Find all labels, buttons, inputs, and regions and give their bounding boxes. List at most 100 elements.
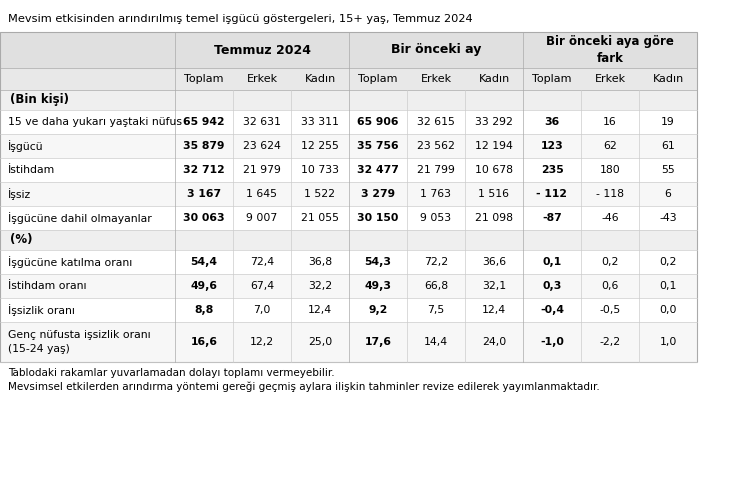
Text: 12,2: 12,2 <box>250 337 274 347</box>
Text: 14,4: 14,4 <box>424 337 448 347</box>
Bar <box>0 322 697 362</box>
Text: 23 624: 23 624 <box>243 141 281 151</box>
Text: 0,6: 0,6 <box>602 281 619 291</box>
Text: 32 631: 32 631 <box>243 117 281 127</box>
Text: Temmuz 2024: Temmuz 2024 <box>214 43 310 56</box>
Text: 6: 6 <box>664 189 671 199</box>
Text: 21 098: 21 098 <box>475 213 513 223</box>
Text: 12 194: 12 194 <box>475 141 513 151</box>
Text: 49,3: 49,3 <box>364 281 392 291</box>
Text: 30 063: 30 063 <box>183 213 225 223</box>
Text: 65 906: 65 906 <box>357 117 399 127</box>
Text: (Bin kişi): (Bin kişi) <box>10 94 69 107</box>
Bar <box>0 32 697 68</box>
Bar <box>0 206 697 230</box>
Text: İstihdam: İstihdam <box>8 165 56 175</box>
Text: 9,2: 9,2 <box>368 305 388 315</box>
Text: 23 562: 23 562 <box>417 141 455 151</box>
Text: 1 522: 1 522 <box>304 189 335 199</box>
Text: 0,2: 0,2 <box>602 257 619 267</box>
Text: 30 150: 30 150 <box>357 213 399 223</box>
Text: 180: 180 <box>600 165 620 175</box>
Text: 16: 16 <box>603 117 616 127</box>
Text: İşsiz: İşsiz <box>8 188 32 200</box>
Text: 25,0: 25,0 <box>308 337 332 347</box>
Text: 49,6: 49,6 <box>190 281 217 291</box>
Text: 0,1: 0,1 <box>542 257 562 267</box>
Text: - 112: - 112 <box>536 189 568 199</box>
Text: 0,3: 0,3 <box>542 281 562 291</box>
Text: İşgücüne dahil olmayanlar: İşgücüne dahil olmayanlar <box>8 212 152 224</box>
Bar <box>0 110 697 134</box>
Text: -2,2: -2,2 <box>599 337 620 347</box>
Text: 16,6: 16,6 <box>190 337 217 347</box>
Text: 21 799: 21 799 <box>417 165 455 175</box>
Text: 10 733: 10 733 <box>301 165 339 175</box>
Text: 35 756: 35 756 <box>357 141 399 151</box>
Text: 66,8: 66,8 <box>424 281 448 291</box>
Text: Kadın: Kadın <box>652 74 684 84</box>
Text: Toplam: Toplam <box>532 74 572 84</box>
Text: 10 678: 10 678 <box>475 165 513 175</box>
Text: 54,3: 54,3 <box>364 257 392 267</box>
Text: İşsizlik oranı: İşsizlik oranı <box>8 304 75 316</box>
Bar <box>0 68 697 90</box>
Text: Toplam: Toplam <box>358 74 398 84</box>
Text: 62: 62 <box>603 141 616 151</box>
Text: Genç nüfusta işsizlik oranı
(15-24 yaş): Genç nüfusta işsizlik oranı (15-24 yaş) <box>8 330 151 354</box>
Bar <box>0 182 697 206</box>
Text: Bir önceki ay: Bir önceki ay <box>391 43 482 56</box>
Bar <box>0 32 697 362</box>
Text: 12 255: 12 255 <box>301 141 339 151</box>
Text: 123: 123 <box>541 141 563 151</box>
Text: 72,2: 72,2 <box>424 257 448 267</box>
Text: 32,1: 32,1 <box>482 281 506 291</box>
Text: 3 279: 3 279 <box>361 189 395 199</box>
Text: 21 055: 21 055 <box>301 213 339 223</box>
Text: Kadın: Kadın <box>478 74 510 84</box>
Text: 19: 19 <box>662 117 675 127</box>
Text: 12,4: 12,4 <box>308 305 332 315</box>
Text: 61: 61 <box>662 141 675 151</box>
Text: 235: 235 <box>541 165 563 175</box>
Text: 7,5: 7,5 <box>427 305 445 315</box>
Text: 15 ve daha yukarı yaştaki nüfus: 15 ve daha yukarı yaştaki nüfus <box>8 117 182 127</box>
Text: 55: 55 <box>662 165 675 175</box>
Bar <box>0 298 697 322</box>
Text: 65 942: 65 942 <box>183 117 225 127</box>
Text: Kadın: Kadın <box>304 74 336 84</box>
Bar <box>0 274 697 298</box>
Text: 7,0: 7,0 <box>254 305 271 315</box>
Text: 8,8: 8,8 <box>194 305 214 315</box>
Text: 67,4: 67,4 <box>250 281 274 291</box>
Text: Bir önceki aya göre
fark: Bir önceki aya göre fark <box>546 36 674 64</box>
Text: 32 615: 32 615 <box>417 117 455 127</box>
Text: 72,4: 72,4 <box>250 257 274 267</box>
Text: Mevsim etkisinden arındırılmış temel işgücü göstergeleri, 15+ yaş, Temmuz 2024: Mevsim etkisinden arındırılmış temel işg… <box>8 14 472 24</box>
Text: 33 311: 33 311 <box>301 117 339 127</box>
Text: Erkek: Erkek <box>421 74 452 84</box>
Text: - 118: - 118 <box>596 189 624 199</box>
Text: Toplam: Toplam <box>184 74 224 84</box>
Text: 1 763: 1 763 <box>421 189 452 199</box>
Text: 36,8: 36,8 <box>308 257 332 267</box>
Bar <box>0 158 697 182</box>
Bar <box>0 90 697 110</box>
Text: (%): (%) <box>10 233 32 246</box>
Text: Mevsimsel etkilerden arındırma yöntemi gereği geçmiş aylara ilişkin tahminler re: Mevsimsel etkilerden arındırma yöntemi g… <box>8 382 600 393</box>
Text: 9 007: 9 007 <box>246 213 278 223</box>
Text: -43: -43 <box>659 213 676 223</box>
Text: 0,1: 0,1 <box>659 281 676 291</box>
Text: 0,0: 0,0 <box>659 305 676 315</box>
Text: 36,6: 36,6 <box>482 257 506 267</box>
Text: 35 879: 35 879 <box>183 141 225 151</box>
Text: 32,2: 32,2 <box>308 281 332 291</box>
Text: 17,6: 17,6 <box>364 337 392 347</box>
Text: Tablodaki rakamlar yuvarlamadan dolayı toplamı vermeyebilir.: Tablodaki rakamlar yuvarlamadan dolayı t… <box>8 368 334 378</box>
Text: 32 477: 32 477 <box>357 165 399 175</box>
Text: 36: 36 <box>544 117 560 127</box>
Text: 21 979: 21 979 <box>243 165 281 175</box>
Text: -0,4: -0,4 <box>540 305 564 315</box>
Text: 24,0: 24,0 <box>482 337 506 347</box>
Text: 3 167: 3 167 <box>187 189 221 199</box>
